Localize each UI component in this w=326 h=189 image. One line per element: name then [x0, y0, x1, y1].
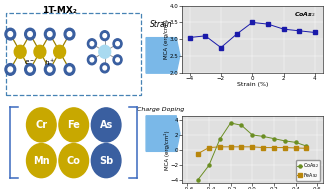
Circle shape [100, 31, 109, 41]
Circle shape [67, 67, 72, 72]
Line: CoAs$_2$: CoAs$_2$ [197, 122, 308, 181]
FeAs$_2$ [218, 146, 222, 148]
CoAs$_2$ [229, 122, 232, 124]
Circle shape [113, 39, 122, 49]
Circle shape [26, 108, 56, 142]
FeAs$_2$ [272, 146, 276, 149]
Circle shape [44, 64, 55, 75]
Circle shape [26, 144, 56, 178]
FeAs$_2$ [229, 146, 232, 148]
Circle shape [87, 39, 96, 49]
Circle shape [91, 108, 121, 142]
Circle shape [5, 64, 16, 75]
Circle shape [103, 34, 107, 38]
Polygon shape [146, 38, 180, 73]
Circle shape [90, 58, 94, 62]
Text: Strain: Strain [150, 20, 172, 29]
Circle shape [59, 108, 89, 142]
Circle shape [48, 67, 52, 72]
Text: Sb: Sb [99, 156, 113, 166]
Circle shape [25, 64, 36, 75]
Circle shape [116, 42, 119, 46]
X-axis label: Strain (%): Strain (%) [237, 82, 268, 87]
CoAs$_2$ [304, 145, 308, 147]
Circle shape [99, 45, 111, 58]
FeAs$_2$ [196, 152, 200, 155]
Text: As: As [99, 120, 113, 130]
Text: Charge Doping: Charge Doping [138, 107, 185, 112]
CoAs$_2$ [218, 138, 222, 140]
CoAs$_2$ [261, 135, 265, 138]
Circle shape [59, 144, 89, 178]
Circle shape [64, 28, 75, 40]
FeAs$_2$ [240, 146, 244, 148]
Y-axis label: MCA (erg/cm²): MCA (erg/cm²) [163, 19, 169, 59]
Text: $h^+$: $h^+$ [44, 57, 55, 68]
Text: Mn: Mn [33, 156, 50, 166]
Text: $e^-$: $e^-$ [24, 58, 36, 67]
Line: FeAs$_2$: FeAs$_2$ [197, 145, 308, 155]
FeAs$_2$ [294, 147, 298, 149]
Circle shape [87, 55, 96, 65]
Text: Fe: Fe [67, 120, 80, 130]
CoAs$_2$ [272, 138, 276, 140]
Circle shape [48, 32, 52, 36]
Circle shape [28, 67, 32, 72]
Circle shape [100, 63, 109, 73]
FeAs$_2$ [207, 146, 211, 149]
FeAs$_2$ [261, 146, 265, 149]
CoAs$_2$ [283, 140, 287, 142]
Circle shape [14, 45, 26, 58]
Circle shape [64, 64, 75, 75]
CoAs$_2$ [240, 124, 244, 126]
CoAs$_2$ [294, 141, 298, 143]
Circle shape [103, 66, 107, 70]
Circle shape [67, 32, 72, 36]
Bar [6, 13, 141, 95]
CoAs$_2$ [196, 178, 200, 181]
CoAs$_2$ [207, 164, 211, 167]
Text: CoAs$_2$: CoAs$_2$ [294, 10, 316, 19]
FeAs$_2$ [304, 147, 308, 149]
Circle shape [91, 144, 121, 178]
Circle shape [25, 28, 36, 40]
Circle shape [113, 55, 122, 65]
FeAs$_2$ [250, 146, 254, 148]
Legend: CoAs$_2$, FeAs$_2$: CoAs$_2$, FeAs$_2$ [296, 160, 320, 181]
Circle shape [8, 67, 13, 72]
Circle shape [116, 58, 119, 62]
Circle shape [8, 32, 13, 36]
Circle shape [5, 28, 16, 40]
Circle shape [90, 42, 94, 46]
FeAs$_2$ [283, 146, 287, 149]
Text: Co: Co [67, 156, 81, 166]
Polygon shape [146, 116, 180, 151]
Circle shape [34, 45, 46, 58]
Y-axis label: MCA (erg/cm²): MCA (erg/cm²) [164, 130, 170, 170]
CoAs$_2$ [250, 134, 254, 136]
Circle shape [54, 45, 66, 58]
Circle shape [44, 28, 55, 40]
Circle shape [28, 32, 32, 36]
Text: 1T-MX₂: 1T-MX₂ [42, 6, 77, 15]
Text: Cr: Cr [35, 120, 47, 130]
